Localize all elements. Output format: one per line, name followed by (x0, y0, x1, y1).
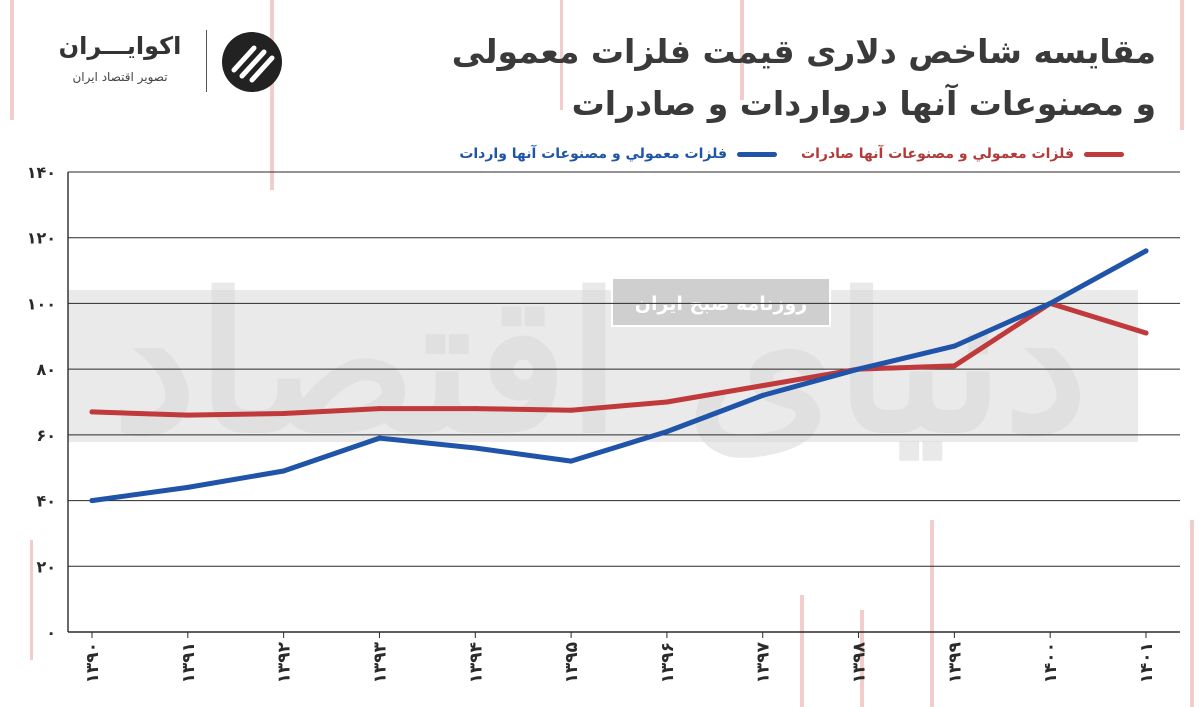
logo-divider (206, 30, 207, 92)
legend-swatch-imports (737, 151, 778, 157)
chart-title: مقایسه شاخص دلاری قیمت فلزات معمولی و مص… (436, 26, 1156, 130)
imports-point (856, 366, 862, 372)
series-line-exports (89, 300, 1149, 418)
imports-point (1047, 300, 1053, 306)
imports-point (185, 484, 191, 490)
legend-label-exports: فلزات معمولي و مصنوعات آنها صادرات (801, 146, 1074, 162)
exports-point (664, 399, 670, 405)
logo-tagline: تصویر اقتصاد ایران (72, 70, 168, 84)
exports-point (951, 363, 957, 369)
y-tick-label: ۱۲۰ (27, 229, 56, 248)
imports-point (1143, 248, 1149, 254)
imports-point (281, 468, 287, 474)
y-tick-label: ۲۰ (36, 557, 56, 576)
watermark-band (68, 290, 1138, 442)
x-tick-label: ۱۳۹۴ (466, 642, 486, 684)
legend: فلزات معمولي و مصنوعات آنها صادرات فلزات… (459, 146, 1124, 162)
x-tick-label: ۱۴۰۱ (1137, 642, 1157, 684)
logo: اکوایـــران تصویر اقتصاد ایران (44, 30, 304, 100)
imports-point (760, 392, 766, 398)
x-tick-label: ۱۳۹۳ (370, 641, 390, 683)
x-tick-label: ۱۳۹۰ (83, 642, 103, 684)
x-tick-label: ۱۳۹۷ (754, 641, 774, 683)
x-tick-label: ۱۳۹۱ (179, 642, 199, 684)
imports-point (951, 343, 957, 349)
y-tick-label: ۴۰ (36, 492, 56, 511)
y-tick-label: ۰ (46, 623, 56, 642)
x-tick-label: ۱۳۹۸ (850, 641, 870, 683)
imports-point (376, 435, 382, 441)
exports-point (89, 409, 95, 415)
imports-point (472, 445, 478, 451)
x-tick-label: ۱۳۹۹ (945, 641, 965, 683)
legend-label-imports: فلزات معمولي و مصنوعات آنها واردات (459, 146, 728, 162)
exports-point (281, 411, 287, 416)
y-tick-label: ۸۰ (36, 360, 56, 379)
logo-name: اکوایـــران (58, 32, 182, 60)
title-line-1: مقایسه شاخص دلاری قیمت فلزات معمولی (451, 32, 1156, 71)
legend-item-imports: فلزات معمولي و مصنوعات آنها واردات (459, 146, 778, 162)
exports-point (1143, 330, 1149, 336)
exports-point (376, 406, 382, 412)
y-tick-label: ۱۴۰ (27, 163, 56, 182)
imports-point (664, 429, 670, 435)
x-tick-label: ۱۳۹۲ (275, 641, 295, 683)
watermark-band-label: روزنامه صبح ایران (635, 293, 807, 315)
title-line-2: و مصنوعات آنها درواردات و صادرات (571, 84, 1156, 123)
x-tick-label: ۱۴۰۰ (1041, 642, 1061, 684)
y-tick-label: ۱۰۰ (27, 294, 56, 313)
exports-point (760, 383, 766, 389)
logo-mark-icon (222, 32, 282, 92)
exports-point (185, 412, 191, 418)
exports-point (472, 406, 478, 412)
series-line-imports (89, 248, 1149, 504)
exports-point (568, 407, 574, 413)
imports-point (89, 498, 95, 504)
y-tick-label: ۶۰ (36, 426, 56, 445)
x-tick-label: ۱۳۹۶ (658, 642, 678, 684)
x-tick-label: ۱۳۹۵ (562, 642, 582, 684)
legend-item-exports: فلزات معمولي و مصنوعات آنها صادرات (801, 146, 1124, 162)
legend-swatch-exports (1084, 151, 1124, 157)
imports-point (568, 458, 574, 464)
watermark-band-label-bg (611, 277, 831, 327)
